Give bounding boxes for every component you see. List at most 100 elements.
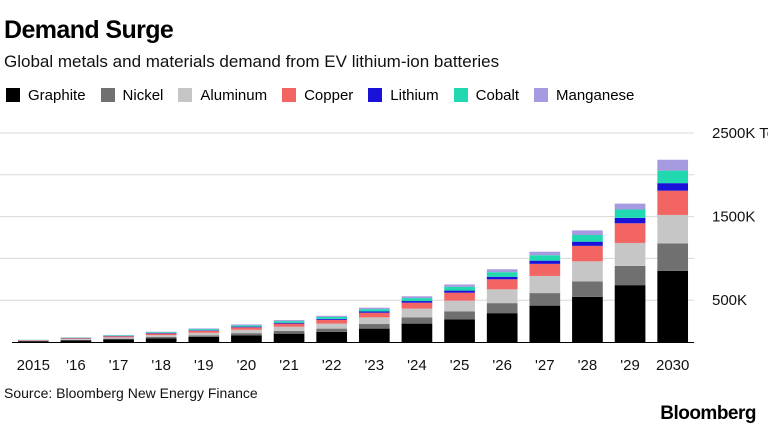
bar-segment-aluminum [358,317,390,325]
bar-segment-copper [444,292,475,301]
bar-segment-manganese [572,230,603,235]
bar-segment-cobalt [572,234,603,242]
x-tick-label: '26 [492,357,512,374]
legend-label-nickel: Nickel [122,86,164,104]
bar-segment-graphite [401,323,433,342]
bar-segment-nickel [273,330,305,334]
bar-segment-lithium [572,241,603,246]
bar-segment-nickel [231,333,262,336]
bar-segment-aluminum [444,300,475,312]
legend-label-aluminum: Aluminum [200,86,268,104]
bar-segment-nickel [358,324,390,329]
bar-segment-graphite [17,341,49,342]
legend-swatch-graphite [6,88,20,102]
bar-segment-graphite [188,336,220,342]
legend-label-copper: Copper [304,86,354,104]
bar-segment-nickel [401,317,433,324]
bar-segment-graphite [614,285,646,342]
bar-segment-nickel [529,293,561,306]
bar-segment-lithium [444,290,475,293]
bar-segment-nickel [316,328,348,332]
bar-segment-manganese [529,251,561,256]
bar-segment-aluminum [316,323,348,329]
bar-segment-manganese [614,203,646,210]
bar-segment-nickel [614,265,646,286]
bar-segment-lithium [529,260,561,264]
bar-segment-copper [486,279,518,290]
x-tick-label: '19 [194,357,214,374]
bar-segment-graphite [60,340,92,342]
bar-segment-manganese [657,159,689,171]
bar-segment-cobalt [401,298,433,302]
bar-segment-lithium [316,318,348,320]
bar-segment-lithium [401,301,433,303]
legend-item-manganese: Manganese [534,87,634,104]
bar-segment-aluminum [273,326,305,331]
bar-segment-aluminum [529,275,561,294]
bar-segment-aluminum [231,329,262,334]
bar-segment-graphite [103,339,134,342]
bar-segment-copper [529,263,561,276]
bar-segment-nickel [572,281,603,297]
bar-segment-graphite [486,313,518,342]
bar-segment-manganese [401,296,433,299]
bar-segment-graphite [444,319,475,342]
bar-segment-lithium [358,311,390,313]
bar-segment-cobalt [486,272,518,277]
bar-segment-graphite [572,296,603,342]
bar-segment-cobalt [316,316,348,319]
bar-segment-graphite [273,333,305,342]
bar-segment-cobalt [188,329,220,331]
bar-segment-nickel [444,311,475,320]
bar-segment-aluminum [486,289,518,304]
bar-segment-cobalt [444,286,475,291]
bar-segment-graphite [657,270,689,342]
legend-swatch-cobalt [453,88,468,102]
bar-segment-aluminum [60,338,92,340]
bar-segment-aluminum [614,242,646,266]
bar-segment-manganese [358,307,390,310]
bar-segment-lithium [231,326,262,328]
legend-label-lithium: Lithium [390,86,439,104]
x-tick-label: '17 [109,357,129,374]
bar-segment-cobalt [231,325,262,327]
bar-segment-cobalt [103,335,134,336]
bar-segment-cobalt [273,321,305,323]
bar-segment-copper [145,333,177,336]
bar-segment-nickel [145,336,177,339]
bar-segment-cobalt [614,209,646,218]
x-tick-label: '23 [365,357,385,374]
x-tick-label: '27 [535,357,555,374]
bar-segment-copper [614,223,646,243]
legend-item-nickel: Nickel [100,86,164,104]
legend-item-graphite: Graphite [6,87,86,104]
bar-segment-aluminum [657,214,689,244]
y-tick-label: 2500K Tons [712,125,768,142]
bar-segment-nickel [486,303,518,314]
legend-swatch-lithium [368,88,383,102]
bar-segment-copper [572,245,603,262]
legend-label-manganese: Manganese [556,86,635,104]
x-tick-label: '25 [450,357,470,374]
legend-item-copper: Copper [282,87,353,104]
x-tick-label: '29 [620,357,640,374]
bar-segment-nickel [657,243,689,271]
legend-swatch-manganese [534,88,548,102]
x-tick-label: '24 [407,357,427,374]
bar-segment-manganese [444,284,475,287]
bar-segment-graphite [145,338,177,342]
x-tick-label: '16 [66,357,86,374]
bar-segment-copper [273,323,305,327]
bar-segment-lithium [486,276,518,280]
legend-item-aluminum: Aluminum [178,87,267,104]
bar-segment-graphite [316,331,348,342]
bar-segment-aluminum [103,337,134,339]
legend-swatch-copper [282,88,297,102]
bar-segment-aluminum [401,308,433,318]
y-tick-label: 500K [712,292,747,309]
bar-segment-cobalt [657,170,689,184]
bar-segment-nickel [188,335,220,337]
bloomberg-logo: Bloomberg [660,403,756,424]
chart-title: Demand Surge [4,16,174,44]
chart-subtitle: Global metals and materials demand from … [4,52,500,71]
